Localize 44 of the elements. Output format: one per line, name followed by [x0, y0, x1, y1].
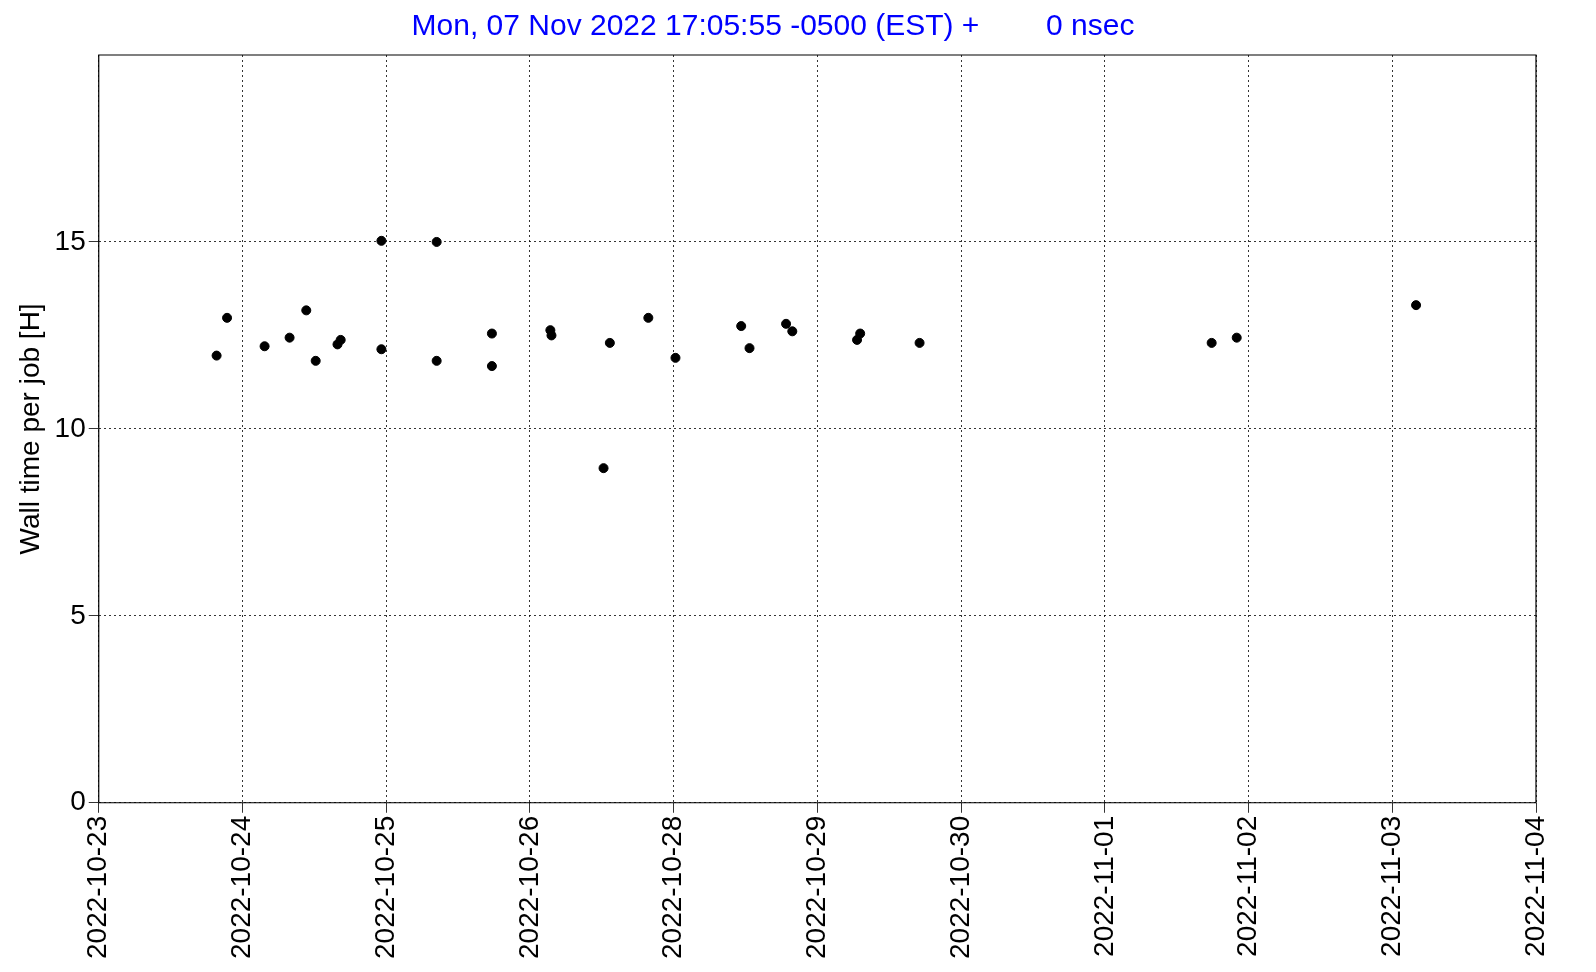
point: [914, 337, 925, 348]
y-tick-label: 0: [70, 785, 86, 817]
point: [431, 236, 442, 247]
point: [301, 305, 312, 316]
x-tick-label: 2022-11-02: [1231, 815, 1263, 957]
point: [781, 318, 792, 329]
x-tick-label: 2022-10-24: [225, 815, 257, 960]
y-tick-label: 5: [70, 598, 86, 630]
y-axis-title: Wall time per job [H]: [13, 303, 45, 555]
point: [259, 341, 270, 352]
point: [222, 312, 233, 323]
point: [486, 361, 497, 372]
point: [744, 343, 755, 354]
point: [310, 355, 321, 366]
x-tick-label: 2022-10-28: [656, 815, 688, 960]
point: [736, 321, 747, 332]
x-tick-label: 2022-11-04: [1518, 815, 1550, 957]
point: [335, 334, 346, 345]
x-tick-label: 2022-11-01: [1087, 815, 1119, 957]
x-tick-label: 2022-10-30: [943, 815, 975, 960]
point: [431, 355, 442, 366]
x-tick-label: 2022-10-25: [368, 815, 400, 960]
point: [787, 326, 798, 337]
point: [284, 332, 295, 343]
x-tick-label: 2022-10-23: [81, 815, 113, 960]
x-tick-label: 2022-11-03: [1374, 815, 1406, 957]
x-tick-label: 2022-10-26: [512, 815, 544, 960]
y-tick-label: 10: [54, 411, 86, 443]
x-tick-label: 2022-10-29: [800, 815, 832, 960]
point: [1231, 332, 1242, 343]
point: [604, 337, 615, 348]
point: [598, 463, 609, 474]
chart-title: Mon, 07 Nov 2022 17:05:55 -0500 (EST) + 0 nsec: [411, 8, 1135, 42]
point: [1206, 337, 1217, 348]
point: [376, 235, 387, 246]
point: [1411, 300, 1422, 311]
point: [855, 328, 866, 339]
point: [486, 328, 497, 339]
point: [376, 344, 387, 355]
point: [546, 330, 557, 341]
y-tick-label: 15: [54, 224, 86, 256]
point: [643, 312, 654, 323]
point: [211, 350, 222, 361]
point: [670, 352, 681, 363]
